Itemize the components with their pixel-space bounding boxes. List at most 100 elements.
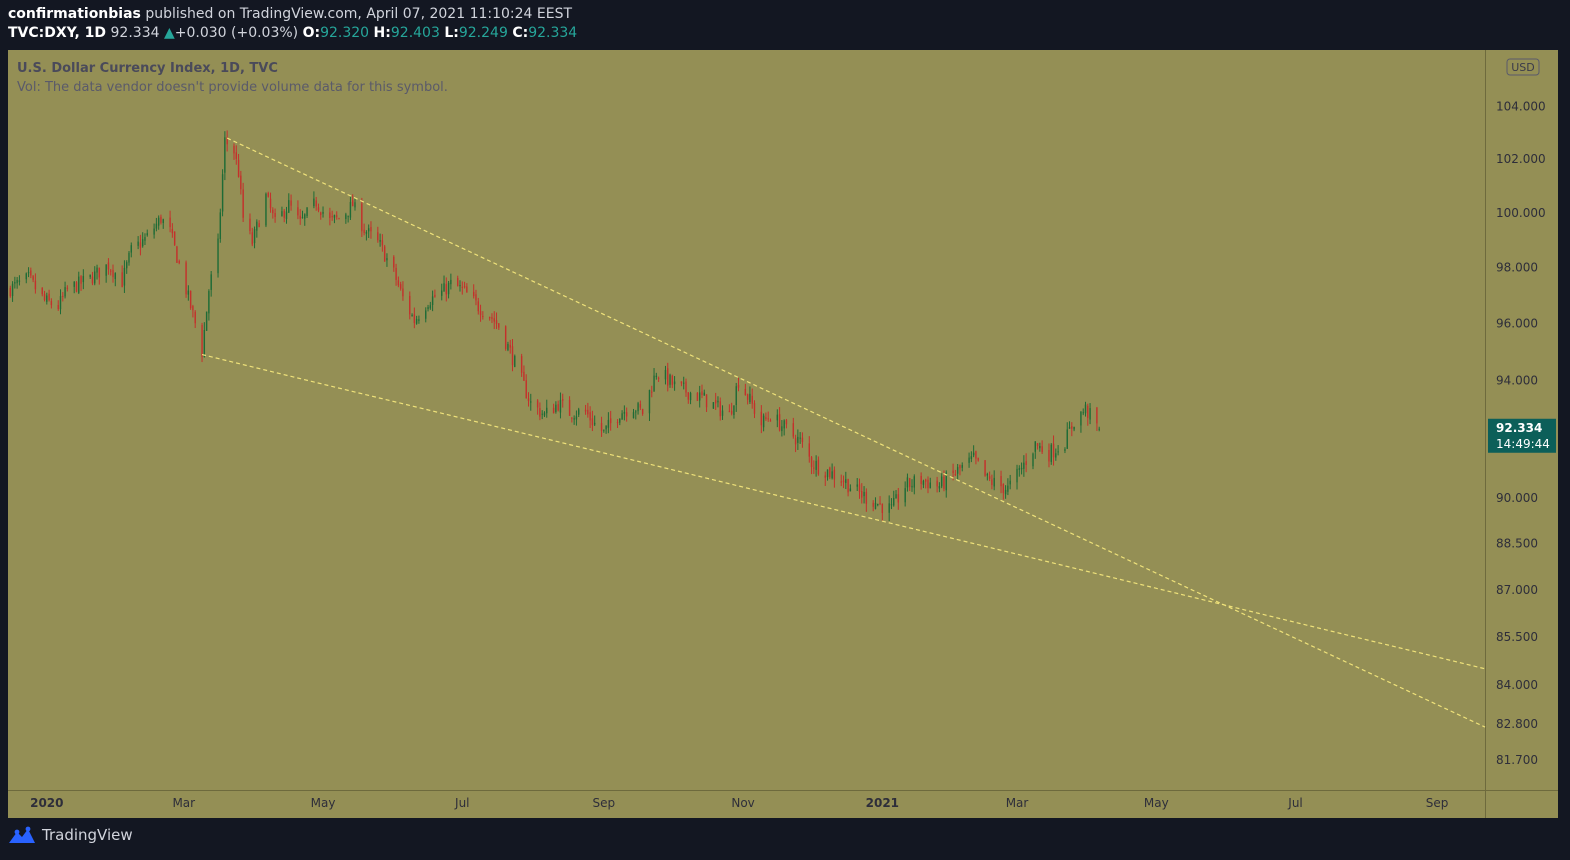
candle xyxy=(219,208,222,243)
candle xyxy=(1050,443,1052,465)
candle xyxy=(520,353,523,377)
candle xyxy=(824,471,826,486)
candle xyxy=(1007,478,1009,496)
candle xyxy=(904,481,906,507)
candle xyxy=(562,393,564,408)
candle xyxy=(1073,426,1075,432)
low-label: L: xyxy=(444,25,459,41)
candle xyxy=(527,392,530,407)
candle xyxy=(488,316,491,321)
candle xyxy=(1004,485,1007,499)
candle xyxy=(210,270,212,297)
candle xyxy=(504,325,507,351)
candle xyxy=(988,471,991,482)
candle xyxy=(1023,455,1025,477)
candle xyxy=(409,291,411,320)
candle xyxy=(205,311,208,331)
candle xyxy=(749,386,751,404)
candle xyxy=(251,227,253,247)
plot-background[interactable] xyxy=(8,50,1485,790)
candle xyxy=(589,406,591,429)
candle xyxy=(1041,440,1043,455)
candle xyxy=(331,210,333,221)
candle xyxy=(189,290,192,310)
candle xyxy=(730,402,733,416)
candle xyxy=(306,207,308,219)
candle xyxy=(379,233,381,247)
candle xyxy=(717,396,719,408)
candle xyxy=(98,267,101,285)
candle xyxy=(78,271,80,295)
candle xyxy=(466,283,468,293)
price-axis[interactable]: 104.000 102.000 100.000 98.000 96.000 94.000 9… xyxy=(1496,100,1546,767)
candle xyxy=(735,382,737,412)
candle xyxy=(993,470,995,491)
currency-badge[interactable]: USD xyxy=(1506,58,1540,76)
author-name[interactable]: confirmationbias xyxy=(8,6,141,22)
price-change: +0.030 (+0.03%) xyxy=(174,25,299,41)
candle xyxy=(970,451,973,463)
time-tick-label: 2021 xyxy=(866,796,899,810)
candle xyxy=(906,473,909,492)
time-tick-label: May xyxy=(311,796,336,810)
candle xyxy=(1039,442,1041,452)
candle xyxy=(1036,442,1039,450)
time-tick-label: Sep xyxy=(1426,796,1449,810)
candle xyxy=(121,265,123,288)
open-label: O: xyxy=(302,25,321,41)
candle xyxy=(315,196,317,211)
trendline[interactable] xyxy=(226,137,1486,728)
candle xyxy=(57,300,59,311)
candle xyxy=(975,450,977,465)
candle xyxy=(281,206,283,217)
candle xyxy=(226,130,228,152)
candlestick-chart[interactable]: 104.000 102.000 100.000 98.000 96.000 94.000 9… xyxy=(8,50,1558,818)
volume-note: Vol: The data vendor doesn't provide vol… xyxy=(17,80,448,95)
candle xyxy=(9,285,11,298)
high-label: H: xyxy=(373,25,391,41)
candle xyxy=(201,322,203,363)
trendlines-layer[interactable] xyxy=(201,137,1486,728)
time-axis-background[interactable] xyxy=(8,790,1485,818)
candle xyxy=(491,313,493,324)
candle xyxy=(82,269,85,290)
candle xyxy=(141,232,144,248)
candle xyxy=(721,405,724,420)
footer-brand[interactable]: TradingView xyxy=(42,826,133,844)
chart-frame[interactable]: 104.000 102.000 100.000 98.000 96.000 94.000 9… xyxy=(8,50,1558,818)
candle xyxy=(559,392,562,419)
candle xyxy=(265,192,267,228)
candle xyxy=(1089,403,1091,425)
candle xyxy=(619,418,621,426)
trendline[interactable] xyxy=(201,353,1486,670)
time-axis[interactable]: 2020 Mar May Jul Sep Nov 2021 Mar May Jul Sep xyxy=(30,796,1448,810)
candle xyxy=(256,219,258,238)
candle xyxy=(267,191,269,198)
candle xyxy=(571,417,573,423)
candle xyxy=(842,475,845,489)
legend-title[interactable]: U.S. Dollar Currency Index, 1D, TVC xyxy=(17,61,278,76)
open-value: 92.320 xyxy=(320,25,370,41)
tradingview-logo-icon[interactable] xyxy=(8,826,36,844)
symbol-label[interactable]: TVC:DXY, 1D xyxy=(8,25,107,41)
candle xyxy=(221,169,224,217)
candle xyxy=(683,376,685,390)
price-tick-label: 82.800 xyxy=(1496,717,1538,731)
candle xyxy=(1052,435,1055,466)
candle xyxy=(653,368,655,392)
candle xyxy=(144,233,146,246)
candle xyxy=(609,410,612,431)
candle xyxy=(224,131,226,181)
candle xyxy=(929,477,931,489)
candle xyxy=(62,292,64,302)
candle xyxy=(637,401,639,415)
candle xyxy=(253,226,256,249)
candle xyxy=(441,283,443,301)
candle xyxy=(1084,401,1087,417)
candle xyxy=(1020,462,1023,475)
candle xyxy=(413,307,416,329)
candle xyxy=(881,503,884,521)
candle xyxy=(333,214,336,224)
candle xyxy=(797,429,799,450)
candle xyxy=(525,374,527,399)
